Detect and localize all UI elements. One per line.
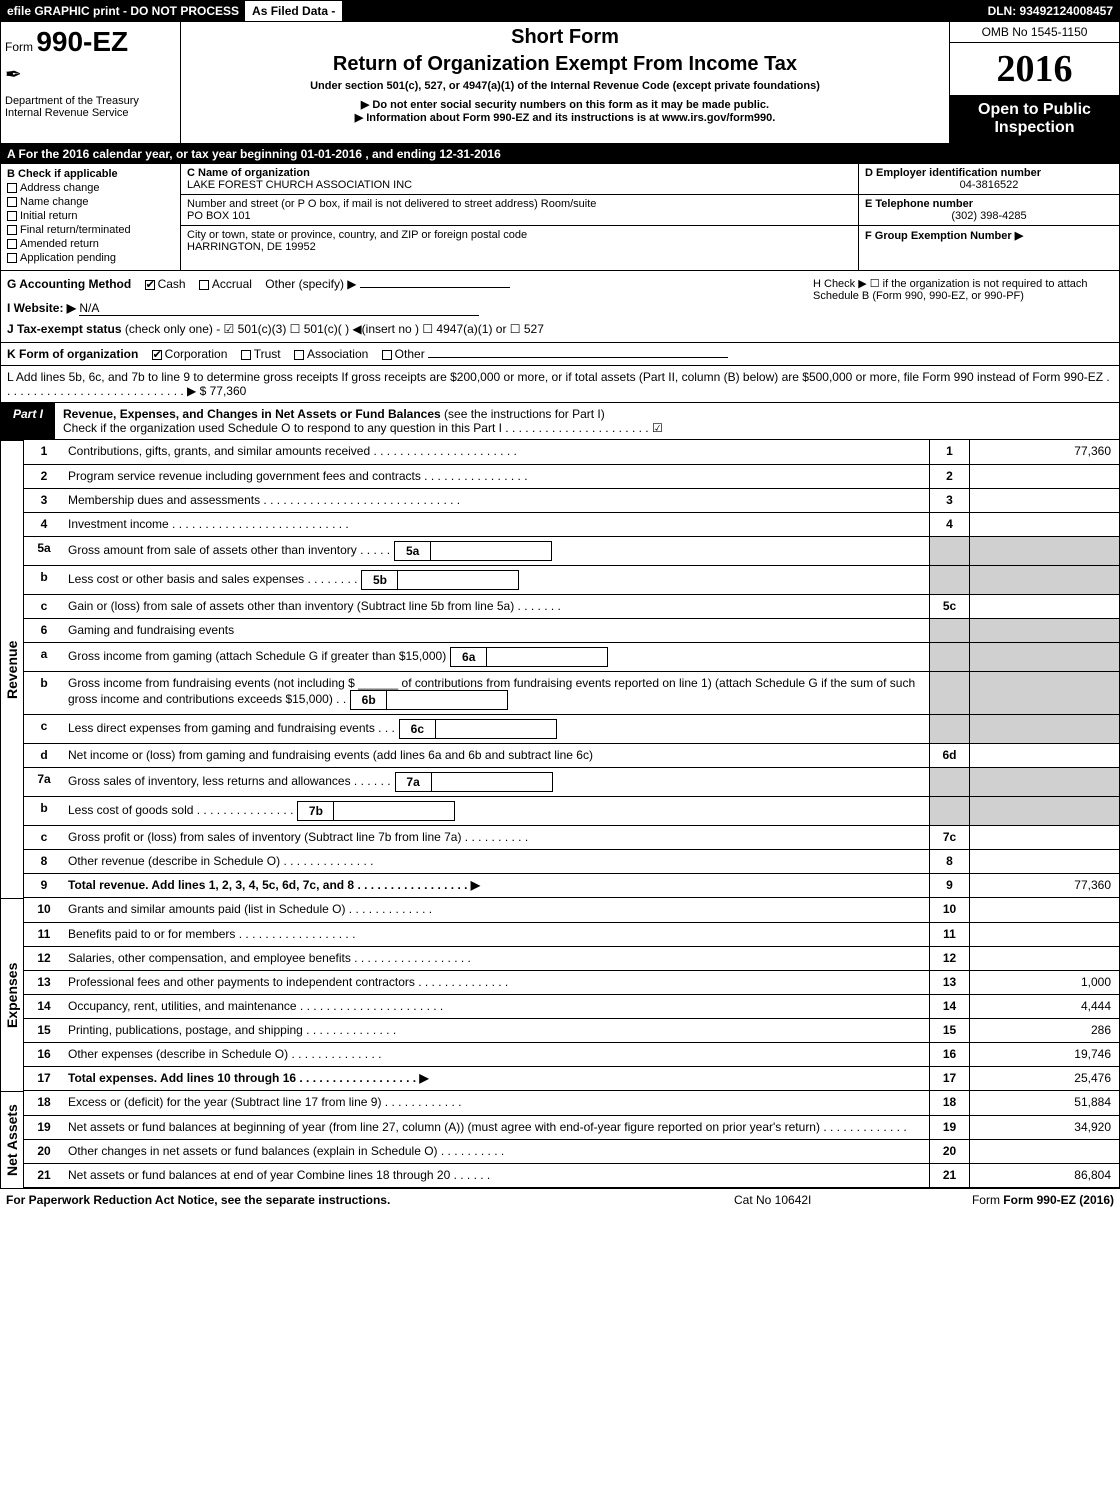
section-g-h-i-j: G Accounting Method Cash Accrual Other (… bbox=[0, 271, 1120, 343]
efile-label: efile GRAPHIC print - DO NOT PROCESS bbox=[1, 1, 246, 21]
tax-year: 2016 bbox=[950, 43, 1119, 95]
section-c-org-info: C Name of organization LAKE FOREST CHURC… bbox=[181, 164, 859, 270]
chk-initial[interactable] bbox=[7, 211, 17, 221]
chk-accrual[interactable] bbox=[199, 280, 209, 290]
short-form-title: Short Form bbox=[189, 26, 941, 49]
omb-number: OMB No 1545-1150 bbox=[950, 22, 1119, 43]
part-1-label: Part I bbox=[1, 403, 55, 439]
dept-treasury: Department of the Treasury bbox=[5, 95, 176, 107]
form-prefix: Form bbox=[5, 40, 33, 54]
chk-name[interactable] bbox=[7, 197, 17, 207]
chk-trust[interactable] bbox=[241, 350, 251, 360]
city-label: City or town, state or province, country… bbox=[187, 229, 852, 241]
website-value: N/A bbox=[79, 301, 479, 316]
footer: For Paperwork Reduction Act Notice, see … bbox=[0, 1188, 1120, 1211]
row-l: L Add lines 5b, 6c, and 7b to line 9 to … bbox=[0, 366, 1120, 403]
h-schedule-b: H Check ▶ ☐ if the organization is not r… bbox=[813, 277, 1113, 336]
k-label: K Form of organization bbox=[7, 347, 138, 361]
revenue-table: 1Contributions, gifts, grants, and simil… bbox=[24, 440, 1120, 898]
title-cell: Short Form Return of Organization Exempt… bbox=[181, 22, 949, 143]
chk-final[interactable] bbox=[7, 225, 17, 235]
main-title: Return of Organization Exempt From Incom… bbox=[189, 53, 941, 76]
part-1-title: Revenue, Expenses, and Changes in Net As… bbox=[55, 403, 1119, 439]
chk-address[interactable] bbox=[7, 183, 17, 193]
street-value: PO BOX 101 bbox=[187, 210, 852, 222]
j-label: J Tax-exempt status bbox=[7, 322, 122, 336]
e-phone: (302) 398-4285 bbox=[865, 210, 1113, 222]
open-public-inspection: Open to Public Inspection bbox=[950, 95, 1119, 143]
form-number: 990-EZ bbox=[36, 26, 128, 57]
efile-icon: ✒ bbox=[5, 62, 176, 87]
as-filed-label: As Filed Data - bbox=[246, 1, 342, 21]
e-label: E Telephone number bbox=[865, 198, 1113, 210]
dln-label: DLN: 93492124008457 bbox=[982, 1, 1119, 21]
chk-corp[interactable] bbox=[152, 350, 162, 360]
footer-paperwork: For Paperwork Reduction Act Notice, see … bbox=[6, 1193, 734, 1207]
netassets-table: 18Excess or (deficit) for the year (Subt… bbox=[24, 1091, 1120, 1188]
gh-left: G Accounting Method Cash Accrual Other (… bbox=[7, 277, 813, 336]
c-label: C Name of organization bbox=[187, 167, 852, 179]
c-org-name: LAKE FOREST CHURCH ASSOCIATION INC bbox=[187, 179, 852, 191]
footer-formno: Form Form 990-EZ (2016) bbox=[934, 1193, 1114, 1207]
chk-assoc[interactable] bbox=[294, 350, 304, 360]
section-d-e-f: D Employer identification number 04-3816… bbox=[859, 164, 1119, 270]
other-org-input[interactable] bbox=[428, 357, 728, 358]
g-label: G Accounting Method bbox=[7, 277, 131, 291]
expenses-side-label: Expenses bbox=[0, 898, 24, 1091]
row-a-calendar-year: A For the 2016 calendar year, or tax yea… bbox=[0, 144, 1120, 164]
section-b-checkboxes: B Check if applicable Address change Nam… bbox=[1, 164, 181, 270]
notice-info: ▶ Information about Form 990-EZ and its … bbox=[189, 111, 941, 124]
year-cell: OMB No 1545-1150 2016 Open to Public Ins… bbox=[949, 22, 1119, 143]
city-value: HARRINGTON, DE 19952 bbox=[187, 241, 852, 253]
header-row: Form 990-EZ ✒ Department of the Treasury… bbox=[0, 22, 1120, 144]
d-ein: 04-3816522 bbox=[865, 179, 1113, 191]
chk-amended[interactable] bbox=[7, 239, 17, 249]
b-label: B Check if applicable bbox=[7, 168, 174, 180]
part-1-check-o: Check if the organization used Schedule … bbox=[63, 421, 663, 435]
chk-pending[interactable] bbox=[7, 253, 17, 263]
row-k: K Form of organization Corporation Trust… bbox=[0, 343, 1120, 366]
other-method-input[interactable] bbox=[360, 287, 510, 288]
form-cell: Form 990-EZ ✒ Department of the Treasury… bbox=[1, 22, 181, 143]
footer-catno: Cat No 10642I bbox=[734, 1193, 934, 1207]
d-label: D Employer identification number bbox=[865, 167, 1113, 179]
dept-irs: Internal Revenue Service bbox=[5, 107, 176, 119]
netassets-side-label: Net Assets bbox=[0, 1091, 24, 1188]
top-bar-spacer bbox=[342, 1, 981, 21]
expenses-table: 10Grants and similar amounts paid (list … bbox=[24, 898, 1120, 1091]
top-bar: efile GRAPHIC print - DO NOT PROCESS As … bbox=[0, 0, 1120, 22]
notice-ssn: ▶ Do not enter social security numbers o… bbox=[189, 98, 941, 111]
chk-cash[interactable] bbox=[145, 280, 155, 290]
part-1-header: Part I Revenue, Expenses, and Changes in… bbox=[0, 403, 1120, 440]
under-section: Under section 501(c), 527, or 4947(a)(1)… bbox=[189, 80, 941, 92]
street-label: Number and street (or P O box, if mail i… bbox=[187, 198, 852, 210]
j-options: (check only one) - ☑ 501(c)(3) ☐ 501(c)(… bbox=[125, 322, 544, 336]
i-label: I Website: ▶ bbox=[7, 301, 76, 315]
revenue-side-label: Revenue bbox=[0, 440, 24, 898]
section-b: B Check if applicable Address change Nam… bbox=[0, 164, 1120, 271]
f-label: F Group Exemption Number ▶ bbox=[865, 229, 1113, 242]
chk-other[interactable] bbox=[382, 350, 392, 360]
